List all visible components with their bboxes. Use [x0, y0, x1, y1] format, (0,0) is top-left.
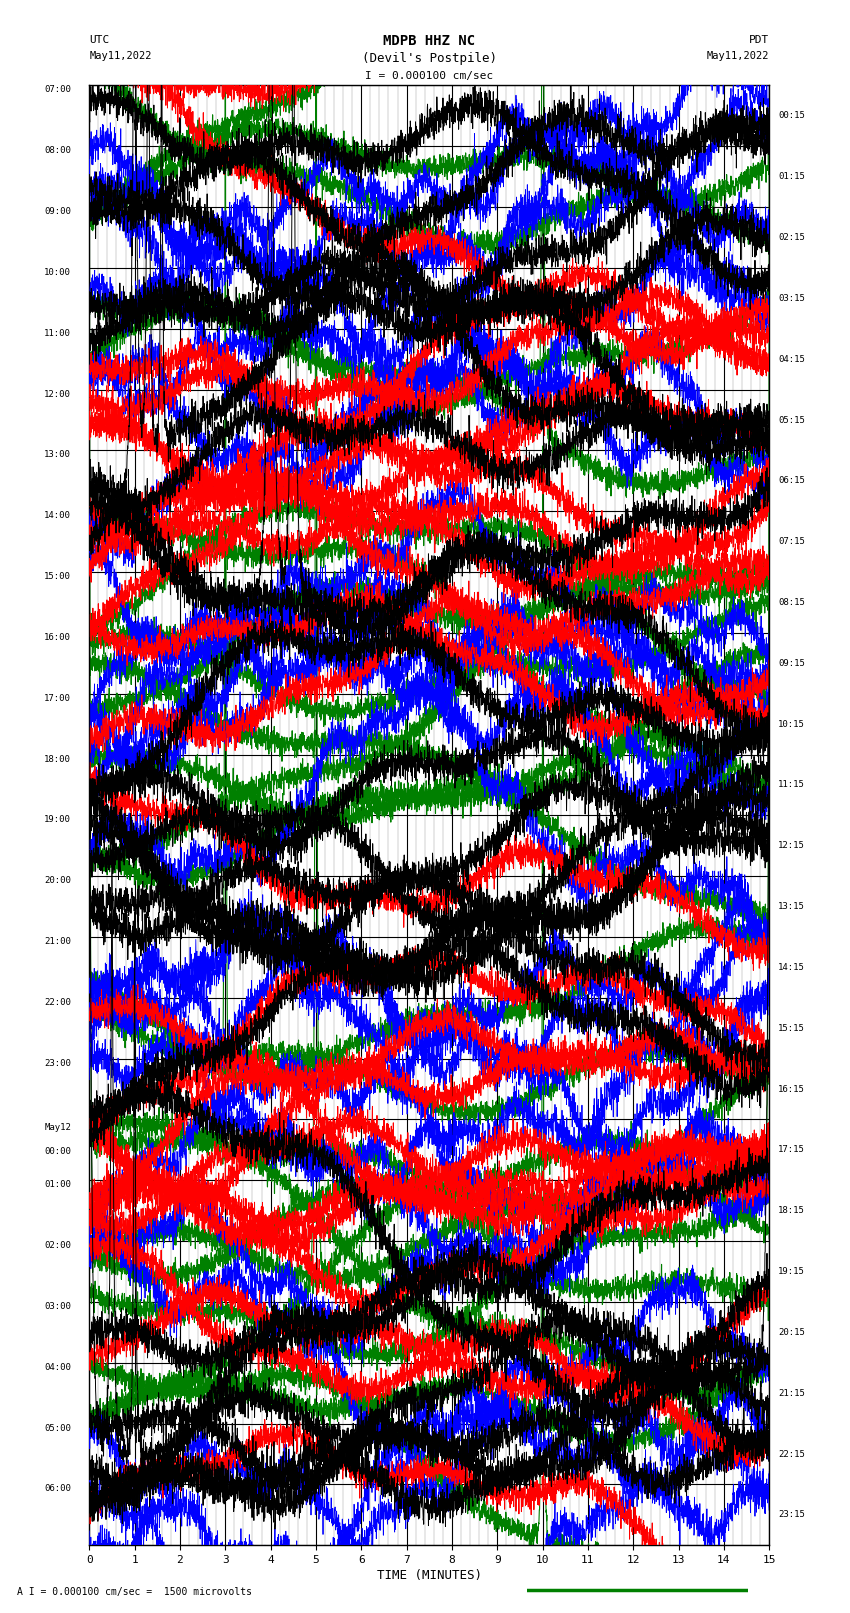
- Text: 23:00: 23:00: [44, 1058, 71, 1068]
- Text: 19:15: 19:15: [779, 1268, 805, 1276]
- Text: 15:00: 15:00: [44, 573, 71, 581]
- Text: 09:15: 09:15: [779, 658, 805, 668]
- Text: (Devil's Postpile): (Devil's Postpile): [362, 52, 496, 65]
- Text: 08:00: 08:00: [44, 147, 71, 155]
- Text: 15:15: 15:15: [779, 1024, 805, 1032]
- Text: 04:00: 04:00: [44, 1363, 71, 1371]
- Text: 21:15: 21:15: [779, 1389, 805, 1398]
- Text: 03:00: 03:00: [44, 1302, 71, 1311]
- Text: PDT: PDT: [749, 35, 769, 45]
- Text: 11:15: 11:15: [779, 781, 805, 789]
- Text: 20:00: 20:00: [44, 876, 71, 886]
- Text: 16:15: 16:15: [779, 1084, 805, 1094]
- Text: UTC: UTC: [89, 35, 110, 45]
- Text: May12: May12: [44, 1123, 71, 1132]
- Text: 23:15: 23:15: [779, 1510, 805, 1519]
- Text: 21:00: 21:00: [44, 937, 71, 945]
- Text: I = 0.000100 cm/sec: I = 0.000100 cm/sec: [366, 71, 493, 81]
- Text: 05:15: 05:15: [779, 416, 805, 424]
- Text: 08:15: 08:15: [779, 598, 805, 606]
- Text: 18:15: 18:15: [779, 1207, 805, 1215]
- X-axis label: TIME (MINUTES): TIME (MINUTES): [377, 1569, 482, 1582]
- Text: A I = 0.000100 cm/sec =  1500 microvolts: A I = 0.000100 cm/sec = 1500 microvolts: [17, 1587, 252, 1597]
- Text: 10:15: 10:15: [779, 719, 805, 729]
- Text: 07:00: 07:00: [44, 85, 71, 95]
- Text: 13:00: 13:00: [44, 450, 71, 460]
- Text: 09:00: 09:00: [44, 206, 71, 216]
- Text: 14:00: 14:00: [44, 511, 71, 521]
- Text: 00:00: 00:00: [44, 1147, 71, 1157]
- Text: 06:00: 06:00: [44, 1484, 71, 1494]
- Text: 12:00: 12:00: [44, 390, 71, 398]
- Text: 01:15: 01:15: [779, 173, 805, 181]
- Text: 19:00: 19:00: [44, 816, 71, 824]
- Text: 17:15: 17:15: [779, 1145, 805, 1155]
- Text: 02:15: 02:15: [779, 232, 805, 242]
- Text: May11,2022: May11,2022: [89, 52, 152, 61]
- Text: 07:15: 07:15: [779, 537, 805, 547]
- Text: 06:15: 06:15: [779, 476, 805, 486]
- Text: May11,2022: May11,2022: [706, 52, 769, 61]
- Text: 20:15: 20:15: [779, 1327, 805, 1337]
- Text: 05:00: 05:00: [44, 1424, 71, 1432]
- Text: 12:15: 12:15: [779, 842, 805, 850]
- Text: 11:00: 11:00: [44, 329, 71, 337]
- Text: 22:15: 22:15: [779, 1450, 805, 1458]
- Text: 01:00: 01:00: [44, 1181, 71, 1189]
- Text: 04:15: 04:15: [779, 355, 805, 363]
- Text: 02:00: 02:00: [44, 1240, 71, 1250]
- Text: 14:15: 14:15: [779, 963, 805, 973]
- Text: 03:15: 03:15: [779, 294, 805, 303]
- Text: 13:15: 13:15: [779, 902, 805, 911]
- Text: 17:00: 17:00: [44, 694, 71, 703]
- Text: MDPB HHZ NC: MDPB HHZ NC: [383, 34, 475, 48]
- Text: 10:00: 10:00: [44, 268, 71, 277]
- Text: 16:00: 16:00: [44, 632, 71, 642]
- Text: 00:15: 00:15: [779, 111, 805, 121]
- Text: 18:00: 18:00: [44, 755, 71, 763]
- Text: 22:00: 22:00: [44, 998, 71, 1007]
